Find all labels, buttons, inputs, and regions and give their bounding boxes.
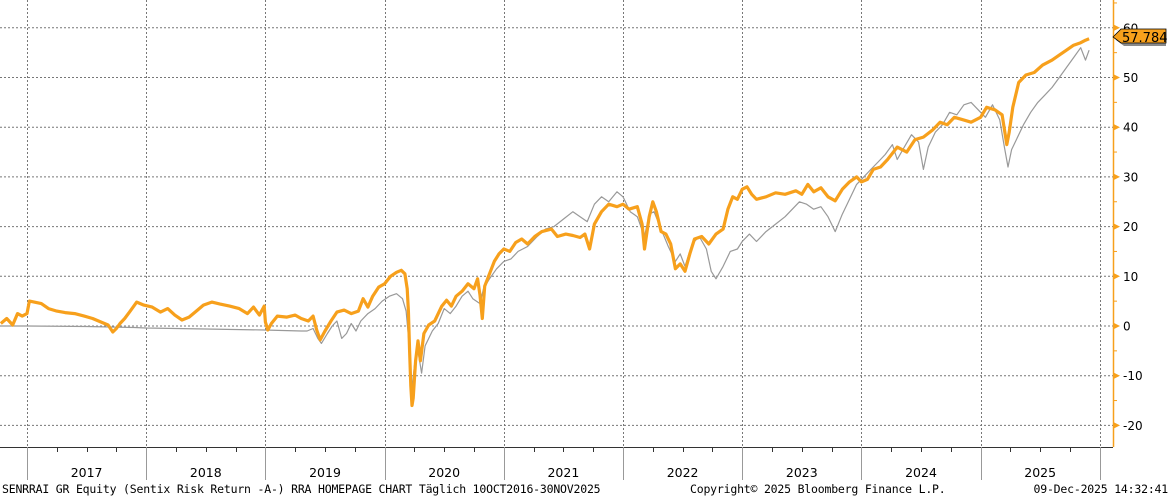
y-tick-label: 0	[1123, 320, 1131, 334]
x-tick-label-2018: 2018	[190, 465, 222, 480]
y-tick-label: 50	[1123, 71, 1138, 85]
y-tick-label: 20	[1123, 220, 1138, 234]
y-tick-label: 10	[1123, 270, 1138, 284]
x-tick-label-2017: 2017	[71, 465, 103, 480]
series-layer	[0, 37, 1090, 408]
last-value-badge: 57.784	[1112, 28, 1168, 46]
x-tick-label-2019: 2019	[309, 465, 341, 480]
x-axis: 2017 2018 2019 2020 2021 2022 2023 2024 2025	[0, 447, 1113, 480]
y-tick-label: -20	[1123, 419, 1143, 433]
x-tick-label-2025: 2025	[1024, 465, 1056, 480]
timestamp: 09-Dec-2025 14:32:41	[1033, 482, 1169, 496]
x-tick-label-2022: 2022	[667, 465, 699, 480]
gridlines	[0, 0, 1113, 447]
y-tick-label: 30	[1123, 170, 1138, 184]
x-tick-label-2021: 2021	[547, 465, 579, 480]
y-tick-label: -10	[1123, 369, 1143, 383]
x-tick-label-2020: 2020	[428, 465, 460, 480]
x-tick-label-2024: 2024	[905, 465, 937, 480]
last-value-label: 57.784	[1122, 31, 1168, 46]
fund-series-line	[0, 37, 1090, 408]
benchmark-series-line	[0, 47, 1090, 389]
x-tick-label-2023: 2023	[786, 465, 818, 480]
copyright-text: Copyright© 2025 Bloomberg Finance L.P.	[690, 482, 946, 496]
y-tick-label: 40	[1123, 121, 1138, 135]
chart-source-caption: SENRRAI GR Equity (Sentix Risk Return -A…	[2, 482, 601, 496]
